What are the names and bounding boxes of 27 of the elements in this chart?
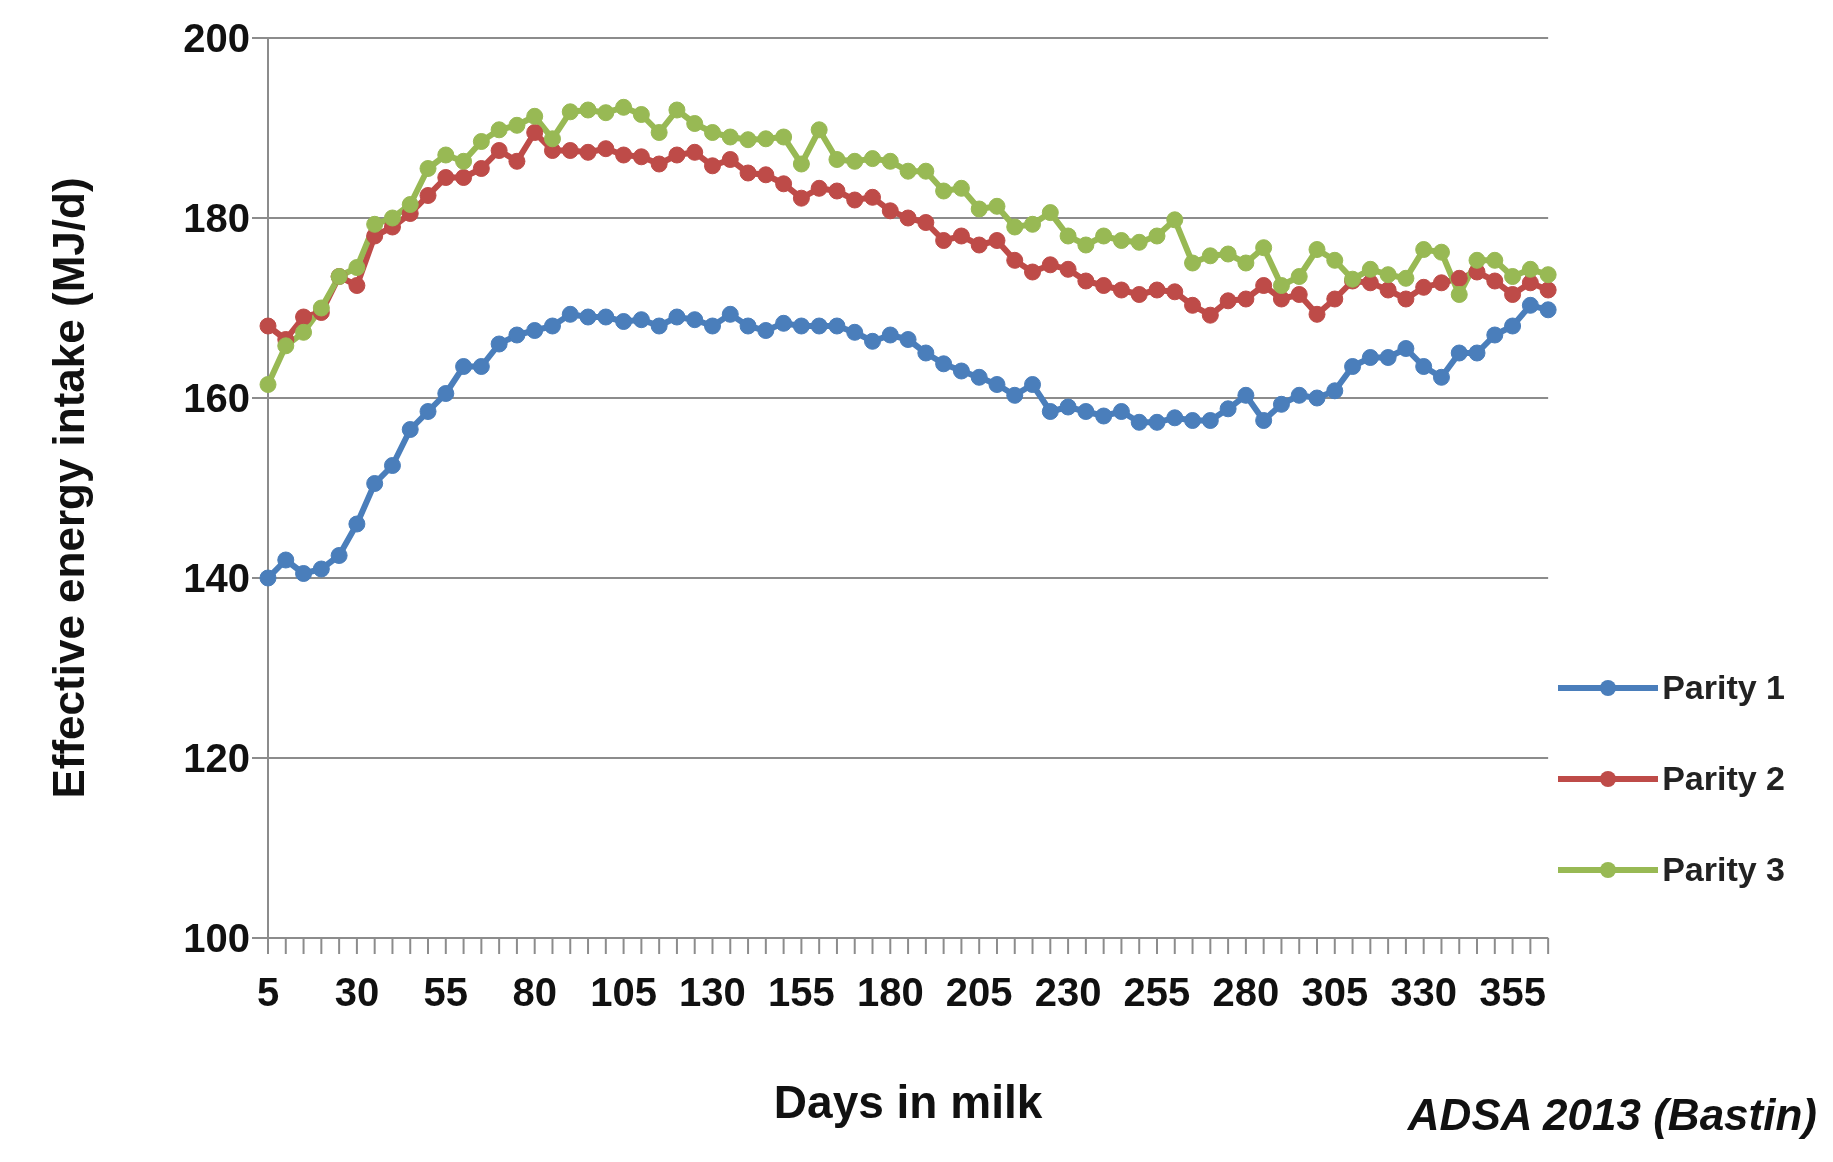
x-tick-label: 255 [1123,970,1191,1015]
legend-label: Parity 2 [1662,759,1785,798]
y-tick-label: 120 [183,736,250,781]
x-tick-label: 330 [1390,970,1458,1015]
y-tick-label: 180 [183,196,250,241]
x-tick-label: 105 [590,970,657,1015]
x-tick-label: 130 [679,970,746,1015]
x-tick-label: 55 [423,970,469,1015]
x-tick-label: 305 [1301,970,1369,1015]
y-axis-title: Effective energy intake (MJ/d) [43,177,93,799]
x-tick-label: 80 [512,970,557,1015]
x-tick-label: 230 [1034,970,1102,1015]
y-tick-label: 200 [183,16,250,61]
legend-label: Parity 1 [1662,668,1785,707]
legend-label: Parity 3 [1662,850,1785,889]
text: ADSA 2013 (Bastin) [1407,1090,1817,1140]
y-tick-label: 140 [183,556,250,601]
x-tick-label: 30 [334,970,380,1015]
x-tick-label: 205 [945,970,1013,1015]
x-axis-title: Days in milk [773,1076,1043,1128]
x-tick-label: 180 [856,970,924,1015]
x-tick-label: 5 [256,970,280,1015]
x-tick-label: 280 [1212,970,1280,1015]
x-tick-label: 355 [1479,970,1546,1015]
y-tick-label: 100 [183,916,250,961]
x-tick-label: 155 [768,970,835,1015]
y-tick-label: 160 [183,376,250,421]
